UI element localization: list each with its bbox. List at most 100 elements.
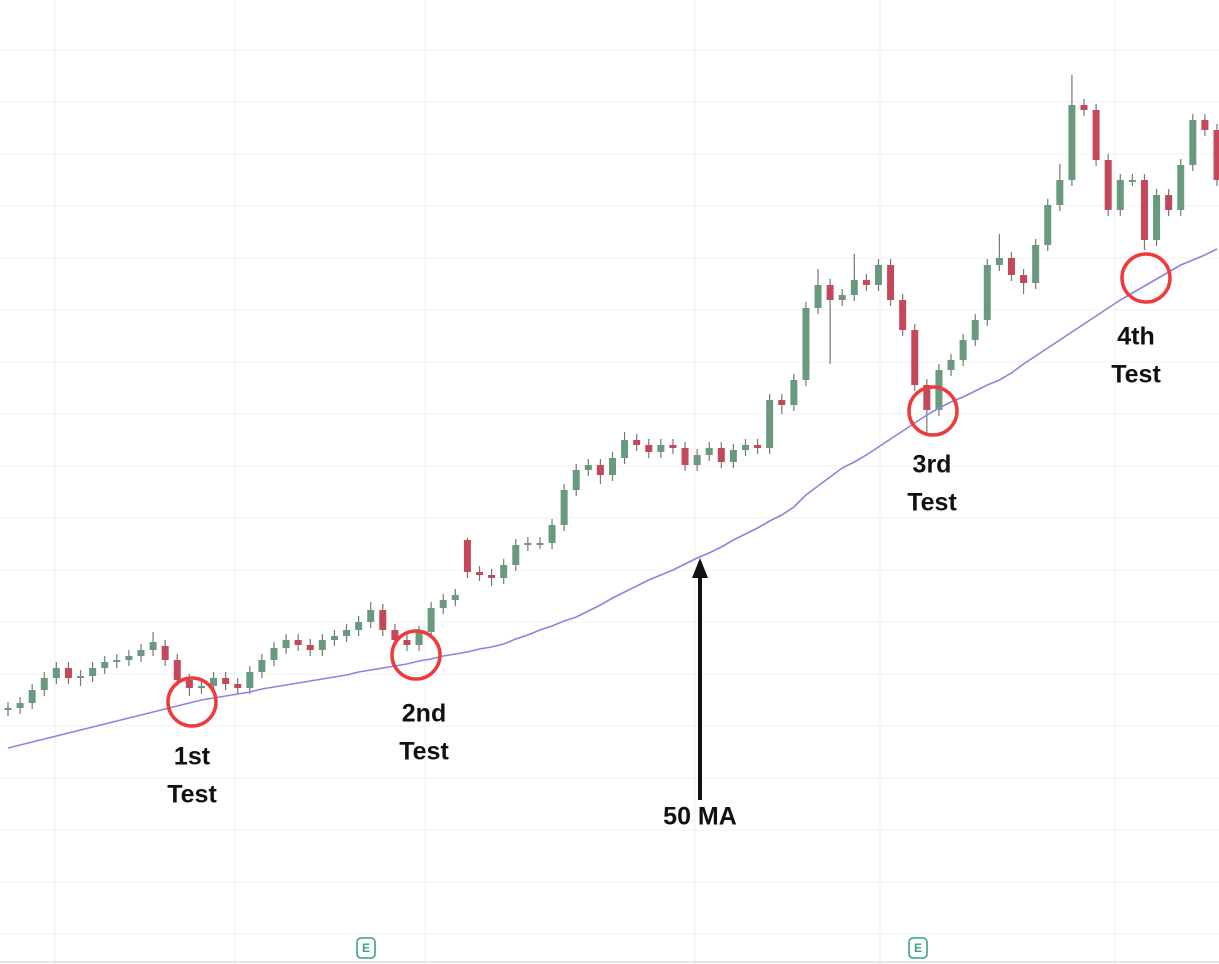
candle-body xyxy=(173,660,181,680)
candle-body xyxy=(439,600,447,608)
candle-body xyxy=(52,668,60,678)
candle-body xyxy=(1128,180,1136,182)
candle-body xyxy=(1044,205,1052,245)
candle-body xyxy=(645,445,653,452)
earnings-icon xyxy=(356,937,376,959)
candle-body xyxy=(705,448,713,455)
candle-body xyxy=(294,640,302,645)
candle-body xyxy=(197,686,205,688)
candle-body xyxy=(1177,165,1185,210)
candle-body xyxy=(802,308,810,380)
candle-body xyxy=(40,678,48,690)
candle-body xyxy=(125,656,133,660)
candle-body xyxy=(814,285,822,308)
candle-body xyxy=(633,440,641,445)
candle-body xyxy=(246,672,254,688)
candle-body xyxy=(28,690,36,703)
candle-body xyxy=(64,668,72,678)
candle-body xyxy=(1007,258,1015,275)
annotation: 3rd xyxy=(913,451,952,479)
candle-body xyxy=(113,660,121,662)
candle-body xyxy=(717,448,725,462)
candle-body xyxy=(161,646,169,660)
candle-body xyxy=(1032,245,1040,283)
candle-body xyxy=(234,684,242,688)
candle-body xyxy=(4,708,12,710)
candle-body xyxy=(318,640,326,650)
candle-body xyxy=(77,676,85,678)
candle-body xyxy=(548,525,556,543)
candle-body xyxy=(826,285,834,300)
candle-body xyxy=(959,340,967,360)
candle-body xyxy=(101,662,109,668)
candle-body xyxy=(862,280,870,285)
annotation: 1st xyxy=(174,743,211,771)
annotation: Test xyxy=(167,781,217,809)
candle-body xyxy=(403,640,411,645)
candle-body xyxy=(778,400,786,405)
earnings-icon xyxy=(908,937,928,959)
candle-body xyxy=(488,575,496,578)
candle-body xyxy=(609,458,616,475)
candle-body xyxy=(367,610,375,622)
test-circle xyxy=(907,385,959,437)
candle-body xyxy=(1189,120,1197,165)
candle-body xyxy=(947,360,955,370)
candle-body xyxy=(270,648,278,660)
candle-body xyxy=(512,545,520,565)
candle-body xyxy=(874,265,882,285)
candle-body xyxy=(911,330,919,385)
candle-body xyxy=(572,470,580,490)
candle-body xyxy=(1092,110,1100,160)
candle-body xyxy=(185,680,193,688)
candle-body xyxy=(16,703,24,708)
candle-body xyxy=(500,565,508,578)
candle-body xyxy=(693,455,701,465)
candle-body xyxy=(330,636,338,640)
candle-body xyxy=(536,543,544,545)
candle-body xyxy=(850,280,858,295)
candle-body xyxy=(838,295,846,300)
candle-body xyxy=(427,608,435,632)
candle-body xyxy=(524,543,532,545)
annotation: 4th xyxy=(1117,323,1155,351)
annotation: Test xyxy=(907,489,957,517)
candle-body xyxy=(1140,180,1148,240)
candle-body xyxy=(1165,195,1173,210)
candle-body xyxy=(729,450,737,462)
candle-body xyxy=(391,630,399,640)
candle-body xyxy=(1201,120,1209,130)
test-circle xyxy=(166,676,218,728)
candle-body xyxy=(790,380,798,405)
candle-body xyxy=(463,540,471,572)
earnings-label: E xyxy=(914,941,922,955)
candle-body xyxy=(935,370,943,410)
ma-label: 50 MA xyxy=(663,803,737,831)
candle-body xyxy=(681,448,689,465)
candle-body xyxy=(1116,180,1124,210)
candle-body xyxy=(1056,180,1064,205)
candle-body xyxy=(306,645,314,650)
candle-body xyxy=(584,465,592,470)
candle-body xyxy=(657,445,665,452)
candle-body xyxy=(971,320,979,340)
candle-body xyxy=(476,572,484,575)
candle-body xyxy=(355,622,363,630)
candle-body xyxy=(379,610,387,630)
candle-body xyxy=(766,400,774,448)
candle-body xyxy=(451,595,459,600)
candle-body xyxy=(149,642,157,650)
candle-body xyxy=(1080,105,1088,110)
candle-body xyxy=(1020,275,1028,283)
candle-body xyxy=(210,678,218,686)
test-circle xyxy=(390,629,442,681)
candle-body xyxy=(560,490,568,525)
candle-body xyxy=(669,445,677,448)
candle-body xyxy=(415,632,423,645)
candle-body xyxy=(995,258,1003,265)
candle-body xyxy=(258,660,266,672)
candle-body xyxy=(1153,195,1161,240)
arrow-head xyxy=(692,558,708,578)
candle-body xyxy=(89,668,97,676)
